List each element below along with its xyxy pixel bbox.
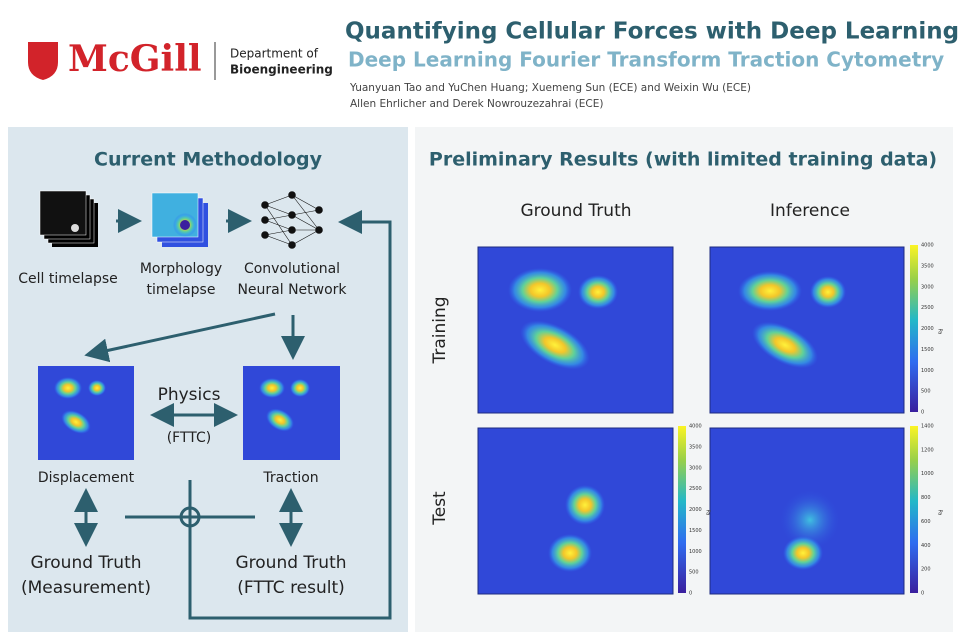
colorbar-tick: 2500 [689,486,702,492]
colorbar-tick: 1000 [921,368,934,374]
gt-label: Ground Truth [235,553,346,573]
colorbar-tick: 800 [921,495,931,501]
colorbar-tick: 2000 [921,326,934,332]
colorbar-tick: 400 [921,543,931,549]
colorbar-tick: 4000 [921,243,934,249]
title: Quantifying Cellular Forces with Deep Le… [345,19,958,45]
physics: Physics [158,385,221,405]
row-label: Test [430,491,450,526]
step-label: timelapse [147,282,216,298]
inf-train-map [709,246,905,414]
colorbar [910,426,918,593]
colorbar-tick: 1400 [921,424,934,430]
gt-label: Ground Truth [30,553,141,573]
colorbar-tick: 3500 [689,444,702,450]
colorbar-tick: 0 [689,591,692,597]
authors: Allen Ehrlicher and Derek Nowrouzezahrai… [350,98,603,110]
gt-train-map [477,246,674,414]
colorbar-unit: Pa [937,510,943,516]
colorbar-tick: 1000 [689,549,702,555]
map-label: Traction [262,470,318,486]
colorbar-tick: 4000 [689,424,702,430]
map-label: Displacement [38,470,135,486]
step-label: Neural Network [237,282,347,298]
colorbar-tick: 0 [921,591,924,597]
cell-stack [39,190,98,247]
colorbar-tick: 2000 [689,507,702,513]
step-label: Convolutional [244,261,340,277]
colorbar-tick: 500 [689,570,699,576]
traction-map [243,366,340,460]
step-label: Cell timelapse [18,271,118,287]
colorbar-tick: 1500 [689,528,702,534]
colorbar-tick: 3000 [921,284,934,290]
step-label: Morphology [140,261,222,277]
compare-node [179,506,201,528]
department: Department of [230,47,319,61]
logo-text: McGill [68,38,202,80]
arrow [84,312,276,363]
morph-stack [151,192,208,247]
panel-title: Preliminary Results (with limited traini… [429,149,937,171]
colorbar-tick: 1500 [921,347,934,353]
colorbar-unit: Pa [937,329,943,335]
colorbar-tick: 1000 [921,471,934,477]
column-header: Ground Truth [520,201,631,221]
gt-label: (FTTC result) [237,578,345,598]
colorbar-tick: 200 [921,567,931,573]
colorbar-unit: Pa [705,510,711,516]
panel-title: Current Methodology [94,149,323,171]
colorbar-tick: 1200 [921,447,934,453]
column-header: Inference [770,201,850,221]
authors: Yuanyuan Tao and YuChen Huang; Xuemeng S… [349,82,751,94]
displacement-map [38,366,134,460]
gt-label: (Measurement) [21,578,151,598]
gt-test-map [477,427,674,595]
logo-shield [28,42,58,80]
physics: (FTTC) [167,430,212,446]
colorbar [678,426,686,593]
row-label: Training [430,296,450,364]
colorbar-tick: 3500 [921,263,934,269]
subtitle: Deep Learning Fourier Transform Traction… [348,48,944,72]
colorbar [910,245,918,412]
department: Bioengineering [230,63,333,77]
cnn-icon [261,191,323,249]
feedback-loop [188,210,392,620]
colorbar-tick: 2500 [921,305,934,311]
colorbar-tick: 3000 [689,465,702,471]
colorbar-tick: 0 [921,410,924,416]
colorbar-tick: 500 [921,389,931,395]
colorbar-tick: 600 [921,519,931,525]
inf-test-map [709,427,905,595]
